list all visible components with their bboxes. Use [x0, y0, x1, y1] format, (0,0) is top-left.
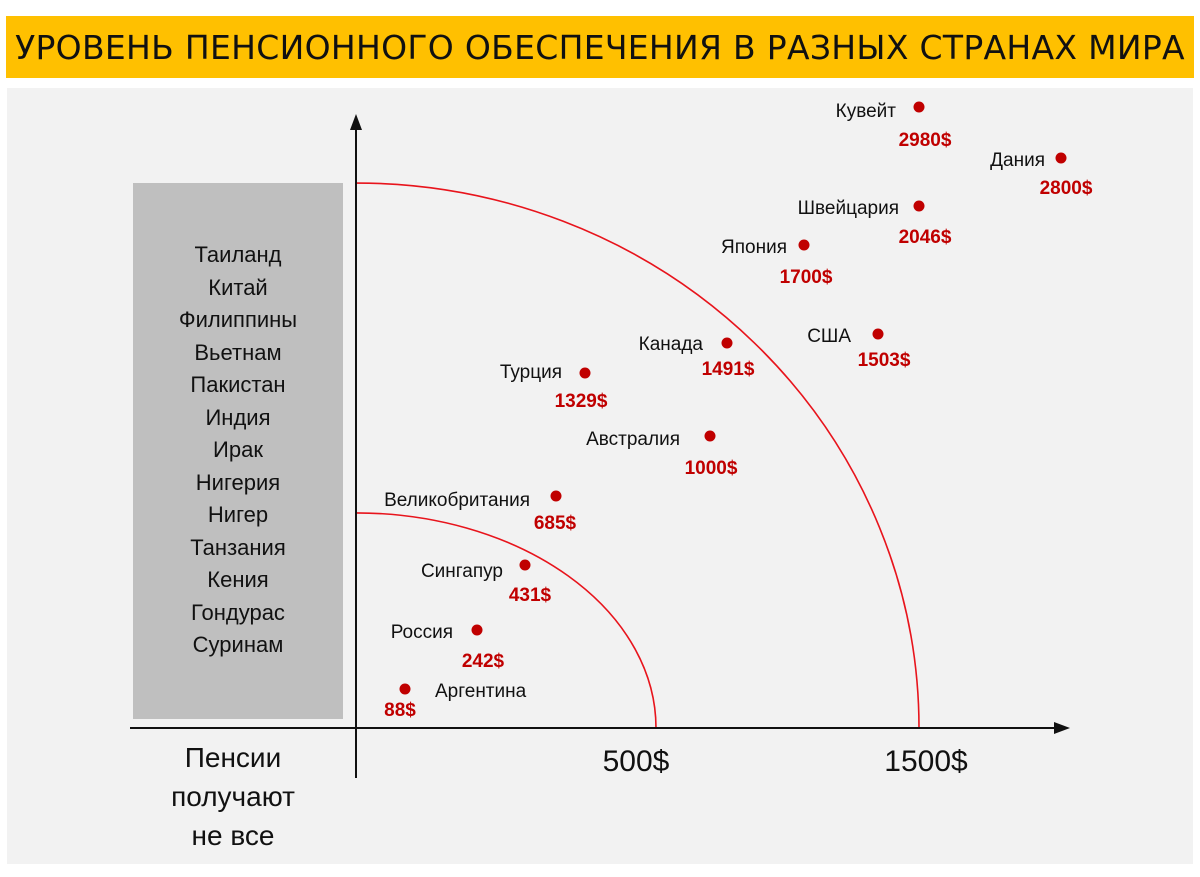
data-point: Аргентина 88$ — [384, 681, 526, 721]
data-point: Дания 2800$ — [990, 150, 1093, 199]
point-country-label: Великобритания — [384, 490, 530, 511]
point-value-label: 88$ — [384, 700, 416, 721]
point-country-label: Сингапур — [421, 561, 503, 582]
point-country-label: США — [807, 326, 851, 347]
point-country-label: Япония — [721, 237, 787, 258]
no-pension-country: Индия — [205, 404, 271, 430]
point-marker — [913, 101, 925, 113]
x-tick-label: 500$ — [603, 745, 670, 778]
no-pension-country: Суринам — [192, 632, 284, 657]
no-pension-country: Пакистан — [190, 372, 286, 397]
axes — [130, 114, 1070, 778]
point-marker — [704, 430, 716, 442]
point-country-label: Дания — [990, 150, 1045, 171]
point-value-label: 1700$ — [780, 267, 833, 288]
point-country-label: Канада — [639, 334, 704, 355]
page-title: УРОВЕНЬ ПЕНСИОННОГО ОБЕСПЕЧЕНИЯ В РАЗНЫХ… — [15, 27, 1185, 67]
point-marker — [550, 490, 562, 502]
title-banner: УРОВЕНЬ ПЕНСИОННОГО ОБЕСПЕЧЕНИЯ В РАЗНЫХ… — [6, 16, 1194, 78]
caption-line: Пенсии — [184, 742, 282, 773]
threshold-ring — [355, 512, 657, 729]
point-marker — [471, 624, 483, 636]
point-marker — [913, 200, 925, 212]
point-value-label: 1503$ — [858, 350, 911, 371]
point-marker — [721, 337, 733, 349]
data-point: Россия 242$ — [391, 622, 505, 672]
point-country-label: Турция — [500, 362, 562, 383]
threshold-rings — [355, 182, 920, 729]
data-point: США 1503$ — [807, 326, 911, 371]
point-marker — [1055, 152, 1067, 164]
point-country-label: Швейцария — [798, 198, 899, 219]
no-pension-country-list: Таиланд Китай Филиппины Вьетнам Пакистан Инди… — [133, 239, 343, 662]
caption-line: получают — [171, 781, 295, 812]
data-point: Сингапур 431$ — [421, 559, 552, 606]
no-pension-country: Филиппины — [178, 307, 298, 332]
no-pension-country: Нигерия — [195, 469, 281, 495]
axis-tick-labels: 500$ 1500$ — [603, 745, 968, 778]
point-value-label: 2980$ — [899, 130, 952, 151]
no-pension-country: Нигер — [207, 502, 269, 527]
point-value-label: 2800$ — [1040, 178, 1093, 199]
country-points: Кувейт2980$Дания2800$Швейцария2046$Япони… — [384, 101, 1093, 721]
caption-line: не все — [191, 820, 275, 851]
y-axis-arrow — [350, 114, 362, 130]
no-pension-country: Ирак — [213, 437, 263, 462]
point-marker — [798, 239, 810, 251]
x-tick-label: 1500$ — [884, 745, 968, 778]
no-pension-country: Вьетнам — [194, 339, 282, 365]
point-marker — [399, 683, 411, 695]
x-axis-arrow — [1054, 722, 1070, 734]
no-pension-country: Танзания — [190, 534, 286, 560]
no-pension-caption: Пенсии получают не все — [128, 738, 338, 855]
point-value-label: 431$ — [509, 585, 552, 606]
no-pension-box: Таиланд Китай Филиппины Вьетнам Пакистан Инди… — [133, 183, 343, 719]
point-marker — [579, 367, 591, 379]
point-value-label: 2046$ — [899, 227, 952, 248]
no-pension-country: Гондурас — [191, 599, 285, 625]
point-country-label: Австралия — [586, 429, 680, 450]
point-value-label: 1000$ — [685, 458, 738, 479]
no-pension-country: Кения — [207, 567, 269, 592]
data-point: Япония 1700$ — [721, 237, 833, 288]
data-point: Канада 1491$ — [639, 334, 755, 380]
point-country-label: Аргентина — [435, 681, 527, 702]
point-country-label: Кувейт — [836, 101, 897, 122]
point-marker — [872, 328, 884, 340]
point-marker — [519, 559, 531, 571]
data-point: Турция 1329$ — [500, 362, 608, 412]
threshold-ring — [355, 182, 920, 729]
point-value-label: 685$ — [534, 513, 577, 534]
point-country-label: Россия — [391, 622, 453, 643]
no-pension-country: Таиланд — [194, 242, 282, 267]
point-value-label: 1329$ — [555, 391, 608, 412]
no-pension-country: Китай — [208, 274, 268, 300]
point-value-label: 242$ — [462, 651, 505, 672]
point-value-label: 1491$ — [702, 359, 755, 380]
